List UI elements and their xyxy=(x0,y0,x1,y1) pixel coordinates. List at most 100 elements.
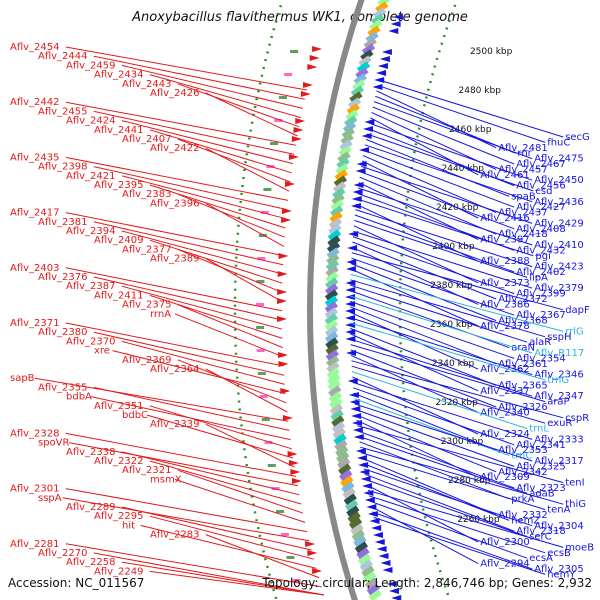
right-leader-line xyxy=(365,479,528,538)
left-leader-line xyxy=(121,230,283,275)
right-gene-label: Aflv_2408 xyxy=(516,224,566,235)
misc-feature xyxy=(260,211,269,214)
left-leader-line xyxy=(93,110,295,155)
feature-block xyxy=(335,163,349,176)
feature-block xyxy=(352,79,366,92)
left-leader-line xyxy=(177,304,283,349)
right-leader-line xyxy=(350,338,533,397)
feature-block xyxy=(344,115,358,128)
misc-feature xyxy=(258,234,267,237)
right-leader-line xyxy=(362,462,510,521)
reverse-cds-arrow xyxy=(388,588,399,594)
reverse-cds-arrow xyxy=(348,392,359,398)
right-leader-line xyxy=(373,101,533,160)
misc-feature xyxy=(259,395,268,398)
right-gene-label: Aflv_2410 xyxy=(534,240,584,251)
reverse-cds-arrow xyxy=(355,448,366,454)
left-gene-label: Aflv_2409 xyxy=(94,235,144,246)
right-gene-label: rrlG xyxy=(565,326,584,337)
feature-block xyxy=(364,577,379,590)
right-leader-line xyxy=(350,344,546,403)
left-gene-label: Aflv_2301 xyxy=(10,484,60,495)
left-leader-line xyxy=(149,184,286,229)
feature-block xyxy=(356,61,371,74)
left-leader-line xyxy=(205,202,285,247)
feature-block xyxy=(336,157,350,170)
right-gene-label: Aflv_2397 xyxy=(480,235,530,246)
left-gene-label: Aflv_2441 xyxy=(94,125,144,136)
reverse-cds-arrow xyxy=(364,119,375,125)
left-leader-line xyxy=(121,506,312,551)
feature-block xyxy=(357,553,372,566)
left-leader-line xyxy=(93,166,288,211)
feature-block xyxy=(373,7,387,20)
left-leader-line xyxy=(121,120,294,165)
feature-block xyxy=(329,403,344,416)
left-leader-line xyxy=(121,64,303,109)
reverse-cds-arrow xyxy=(352,189,363,195)
reverse-cds-arrow xyxy=(348,231,359,237)
feature-block xyxy=(340,133,354,146)
right-gene-label: Aflv_2373 xyxy=(480,278,530,289)
left-gene-label: Aflv_2389 xyxy=(150,254,200,265)
reverse-cds-arrow xyxy=(347,378,358,384)
reverse-cds-arrow xyxy=(371,525,382,531)
feature-block xyxy=(330,205,344,218)
right-gene-label: Aflv_2386 xyxy=(480,299,530,310)
right-leader-line xyxy=(349,300,515,359)
left-gene-label: Aflv_2422 xyxy=(150,143,200,154)
right-leader-line xyxy=(352,381,533,440)
right-gene-label: Aflv_2332 xyxy=(498,510,548,521)
feature-block xyxy=(332,187,346,200)
right-gene-label: Aflv_2294 xyxy=(480,559,530,570)
accession-label: Accession: NC_011567 xyxy=(8,576,145,590)
feature-block xyxy=(351,529,366,542)
left-leader-line xyxy=(149,74,302,119)
feature-block xyxy=(325,337,339,350)
scale-label: 2460 kbp xyxy=(449,125,492,135)
feature-block xyxy=(330,409,344,422)
right-leader-line xyxy=(361,165,533,224)
feature-block xyxy=(324,307,338,320)
feature-block xyxy=(343,493,357,506)
right-gene-label: Aflv_2341 xyxy=(516,440,566,451)
feature-block xyxy=(361,43,376,56)
forward-cds-arrow xyxy=(312,568,323,574)
left-gene-label: Aflv_2369 xyxy=(122,355,172,366)
feature-block xyxy=(360,49,374,62)
left-leader-line xyxy=(68,442,298,487)
misc-feature xyxy=(256,326,265,329)
left-gene-label: Aflv_2381 xyxy=(38,217,88,228)
right-gene-label: Aflv_2399 xyxy=(516,289,566,300)
right-leader-line xyxy=(364,144,533,203)
left-leader-line xyxy=(149,570,325,596)
feature-block xyxy=(337,151,351,164)
right-leader-line xyxy=(370,117,479,176)
left-leader-line xyxy=(177,359,287,404)
right-gene-label: Aflv_2353 xyxy=(498,445,548,456)
feature-block xyxy=(325,343,339,356)
left-leader-line xyxy=(205,423,295,468)
feature-block xyxy=(329,397,343,410)
feature-block xyxy=(324,295,339,308)
left-gene-label: sapB xyxy=(10,373,35,384)
forward-cds-arrow xyxy=(307,64,318,70)
reverse-cds-arrow xyxy=(367,511,378,517)
left-leader-line xyxy=(93,552,325,596)
right-leader-line xyxy=(349,306,497,365)
misc-feature xyxy=(286,556,295,559)
right-gene-label: Aflv_2317 xyxy=(534,456,584,467)
right-leader-line xyxy=(350,284,528,343)
right-gene-label: Aflv_2437 xyxy=(498,208,548,219)
misc-feature xyxy=(290,50,299,53)
left-leader-line xyxy=(177,193,285,238)
feature-block xyxy=(371,13,385,26)
left-leader-line xyxy=(65,156,289,201)
feature-block xyxy=(332,181,347,194)
forward-cds-arrow xyxy=(305,541,316,547)
feature-block xyxy=(324,313,339,326)
reverse-cds-arrow xyxy=(390,21,401,27)
left-gene-label: sspA xyxy=(38,493,62,504)
reverse-cds-arrow xyxy=(359,469,370,475)
feature-block xyxy=(325,277,339,290)
